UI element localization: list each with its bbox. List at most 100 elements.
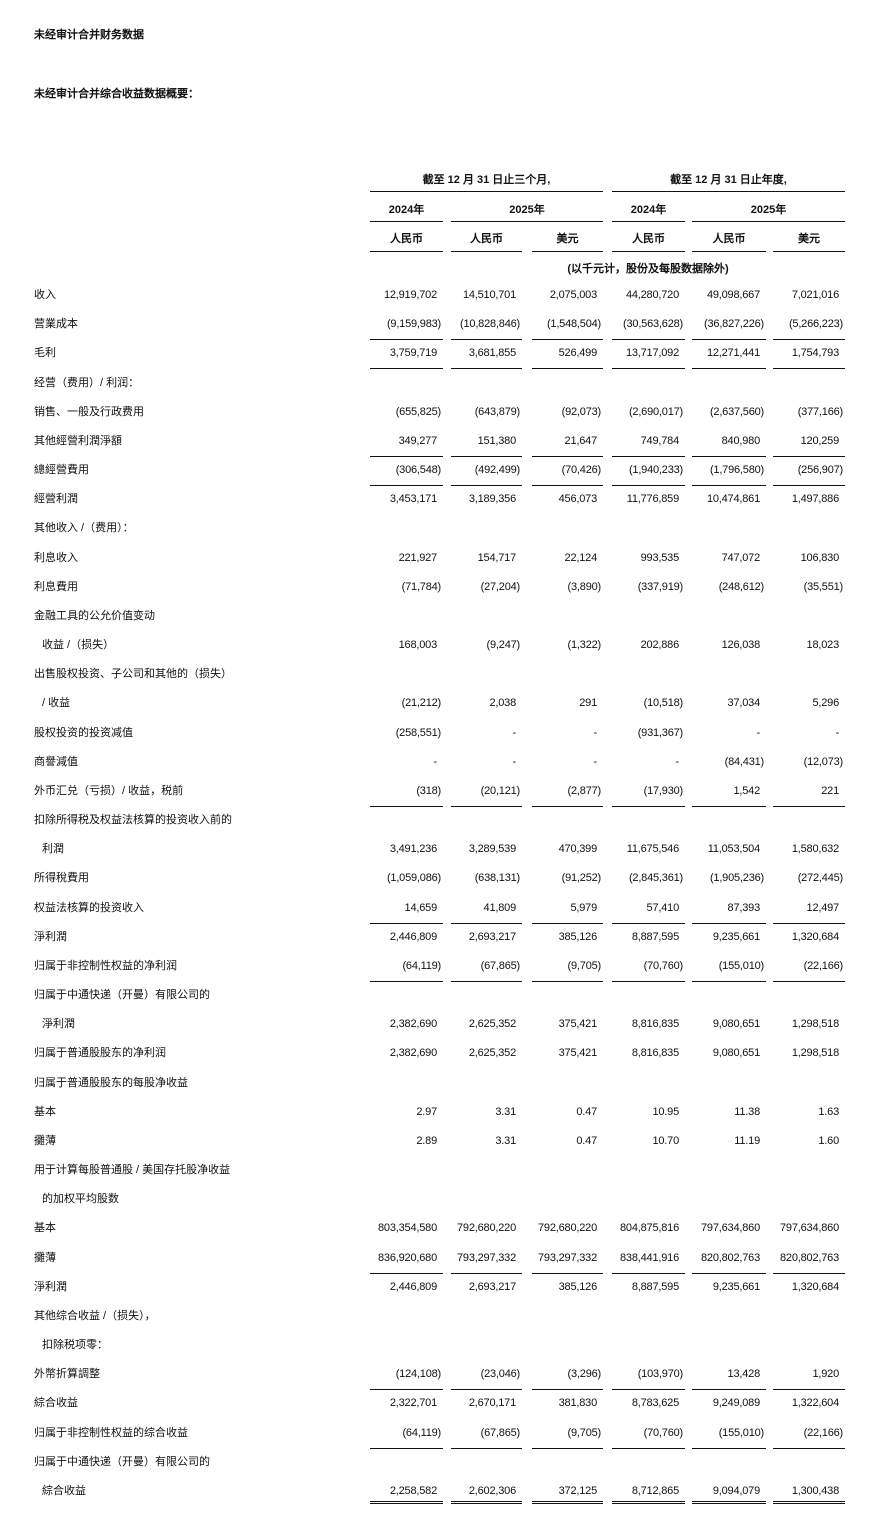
cell-value: (9,705)	[567, 1426, 602, 1439]
cell-value: 12,497	[806, 901, 840, 914]
cell-value: 2,670,171	[468, 1397, 516, 1410]
currency-rule	[692, 251, 766, 252]
cell-value: 291	[579, 697, 597, 710]
cell-value: 0.47	[576, 1134, 597, 1147]
total-rule	[692, 1447, 766, 1449]
cell-value: 8,783,625	[631, 1397, 679, 1410]
cell-value: 375,421	[558, 1018, 598, 1031]
cell-value: 793,297,332	[538, 1251, 597, 1264]
cell-value: (64,119)	[402, 959, 441, 972]
cell-value: (248,612)	[718, 580, 764, 593]
row-label: 扣除税项零：	[42, 1339, 108, 1352]
cell-value: 1,580,632	[791, 843, 839, 856]
cell-value: -	[593, 755, 598, 768]
cell-value: (70,760)	[643, 1426, 684, 1439]
cell-value: 11,053,504	[707, 843, 760, 856]
cell-value: 2,258,582	[389, 1484, 437, 1497]
cell-value: (124,108)	[395, 1368, 441, 1381]
row-label: 归属于中通快递（开曼）有限公司的	[34, 989, 210, 1002]
cell-value: (27,204)	[480, 580, 521, 593]
cell-value: 1,298,518	[791, 1018, 839, 1031]
total-rule	[451, 455, 522, 457]
cell-value: (64,119)	[402, 1426, 441, 1439]
cell-value: 836,920,680	[378, 1251, 437, 1264]
cell-value: 840,980	[721, 434, 761, 447]
cell-value: (931,367)	[637, 726, 683, 739]
cell-value: 385,126	[558, 1280, 598, 1293]
header-year: 截至 12 月 31 日止年度,	[670, 174, 787, 186]
cell-value: (92,073)	[561, 405, 602, 418]
year-header: 2024年	[388, 204, 425, 216]
year-rule	[612, 221, 685, 222]
cell-value: 375,421	[558, 1047, 598, 1060]
row-label: 的加权平均股数	[42, 1193, 119, 1206]
cell-value: (2,877)	[567, 784, 602, 797]
total-rule	[532, 485, 603, 487]
total-rule	[692, 368, 766, 370]
cell-value: 9,235,661	[712, 930, 760, 943]
cell-value: 202,886	[640, 639, 680, 652]
cell-value: (306,548)	[395, 464, 441, 477]
year-header: 2024年	[630, 204, 667, 216]
row-label: 权益法核算的投资收入	[34, 901, 144, 914]
double-total-rule	[773, 1500, 845, 1504]
total-rule	[532, 1272, 603, 1274]
header-rule	[370, 191, 603, 192]
currency-header: 人民币	[390, 233, 423, 245]
double-total-rule	[692, 1500, 766, 1504]
row-label: 其他综合收益 /（损失），	[34, 1309, 156, 1322]
row-label: 金融工具的公允价值变动	[34, 609, 155, 622]
cell-value: (655,825)	[395, 405, 441, 418]
total-rule	[370, 368, 443, 370]
cell-value: (638,131)	[474, 872, 520, 885]
cell-value: 106,830	[800, 551, 840, 564]
total-rule	[451, 1389, 522, 1391]
total-rule	[692, 485, 766, 487]
cell-value: (22,166)	[803, 1426, 844, 1439]
row-label: 外币汇兑（亏损）/ 收益，税前	[34, 784, 184, 797]
cell-value: 8,816,835	[631, 1047, 679, 1060]
row-label: 綜合收益	[34, 1397, 78, 1410]
total-rule	[532, 980, 603, 982]
cell-value: 349,277	[398, 434, 438, 447]
row-label: 经营（费用）/ 利润：	[34, 376, 140, 389]
cell-value: 154,717	[477, 551, 517, 564]
cell-value: (5,266,223)	[788, 318, 843, 331]
row-label: 外幣折算調整	[34, 1368, 100, 1381]
total-rule	[692, 455, 766, 457]
cell-value: 37,034	[727, 697, 761, 710]
cell-value: (9,159,983)	[386, 318, 441, 331]
cell-value: 14,659	[404, 901, 438, 914]
cell-value: 5,296	[812, 697, 839, 710]
total-rule	[773, 1272, 845, 1274]
row-label: 淨利潤	[42, 1018, 75, 1031]
cell-value: (1,059,086)	[386, 872, 441, 885]
cell-value: (35,551)	[803, 580, 844, 593]
cell-value: 3.31	[495, 1134, 516, 1147]
cell-value: 1,320,684	[791, 1280, 839, 1293]
cell-value: 13,717,092	[625, 347, 679, 360]
row-label: 扣除所得税及权益法核算的投资收入前的	[34, 814, 232, 827]
cell-value: 1,542	[733, 784, 760, 797]
cell-value: 9,080,651	[712, 1018, 760, 1031]
cell-value: 1,298,518	[791, 1047, 839, 1060]
total-rule	[532, 1447, 603, 1449]
cell-value: -	[512, 755, 517, 768]
cell-value: -	[512, 726, 517, 739]
cell-value: 797,634,860	[780, 1222, 839, 1235]
total-rule	[612, 1389, 685, 1391]
row-label: 归属于非控制性权益的综合收益	[34, 1426, 188, 1439]
cell-value: (84,431)	[724, 755, 765, 768]
row-label: 其他收入 /（费用）：	[34, 522, 134, 535]
total-rule	[370, 980, 443, 982]
cell-value: (17,930)	[643, 784, 684, 797]
cell-value: (337,919)	[637, 580, 683, 593]
cell-value: 1.60	[818, 1134, 839, 1147]
total-rule	[692, 980, 766, 982]
cell-value: 2,446,809	[389, 930, 437, 943]
currency-header: 人民币	[470, 233, 503, 245]
cell-value: 526,499	[558, 347, 598, 360]
row-label: 利息收入	[34, 551, 78, 564]
cell-value: (318)	[416, 784, 441, 797]
cell-value: 49,098,667	[706, 289, 760, 301]
